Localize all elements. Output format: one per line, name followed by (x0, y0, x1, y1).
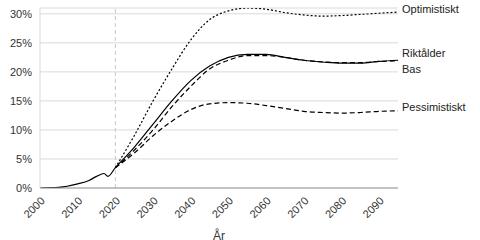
svg-text:2050: 2050 (210, 194, 236, 220)
svg-text:5%: 5% (16, 153, 32, 165)
svg-text:2010: 2010 (59, 194, 85, 220)
svg-text:2030: 2030 (134, 194, 160, 220)
svg-text:2090: 2090 (360, 194, 386, 220)
svg-text:0%: 0% (16, 182, 32, 194)
svg-text:2080: 2080 (323, 194, 349, 220)
svg-text:30%: 30% (10, 8, 32, 20)
svg-text:20%: 20% (10, 66, 32, 78)
svg-text:Bas: Bas (402, 63, 421, 75)
svg-text:År: År (213, 228, 225, 240)
svg-text:10%: 10% (10, 124, 32, 136)
svg-text:15%: 15% (10, 95, 32, 107)
svg-text:Riktålder: Riktålder (402, 47, 446, 59)
svg-text:2040: 2040 (172, 194, 198, 220)
svg-text:2070: 2070 (285, 194, 311, 220)
svg-text:25%: 25% (10, 37, 32, 49)
svg-text:2000: 2000 (21, 194, 47, 220)
svg-text:Optimistiskt: Optimistiskt (402, 3, 459, 15)
svg-text:2060: 2060 (247, 194, 273, 220)
svg-text:Pessimistiskt: Pessimistiskt (402, 101, 466, 113)
svg-text:2020: 2020 (97, 194, 123, 220)
